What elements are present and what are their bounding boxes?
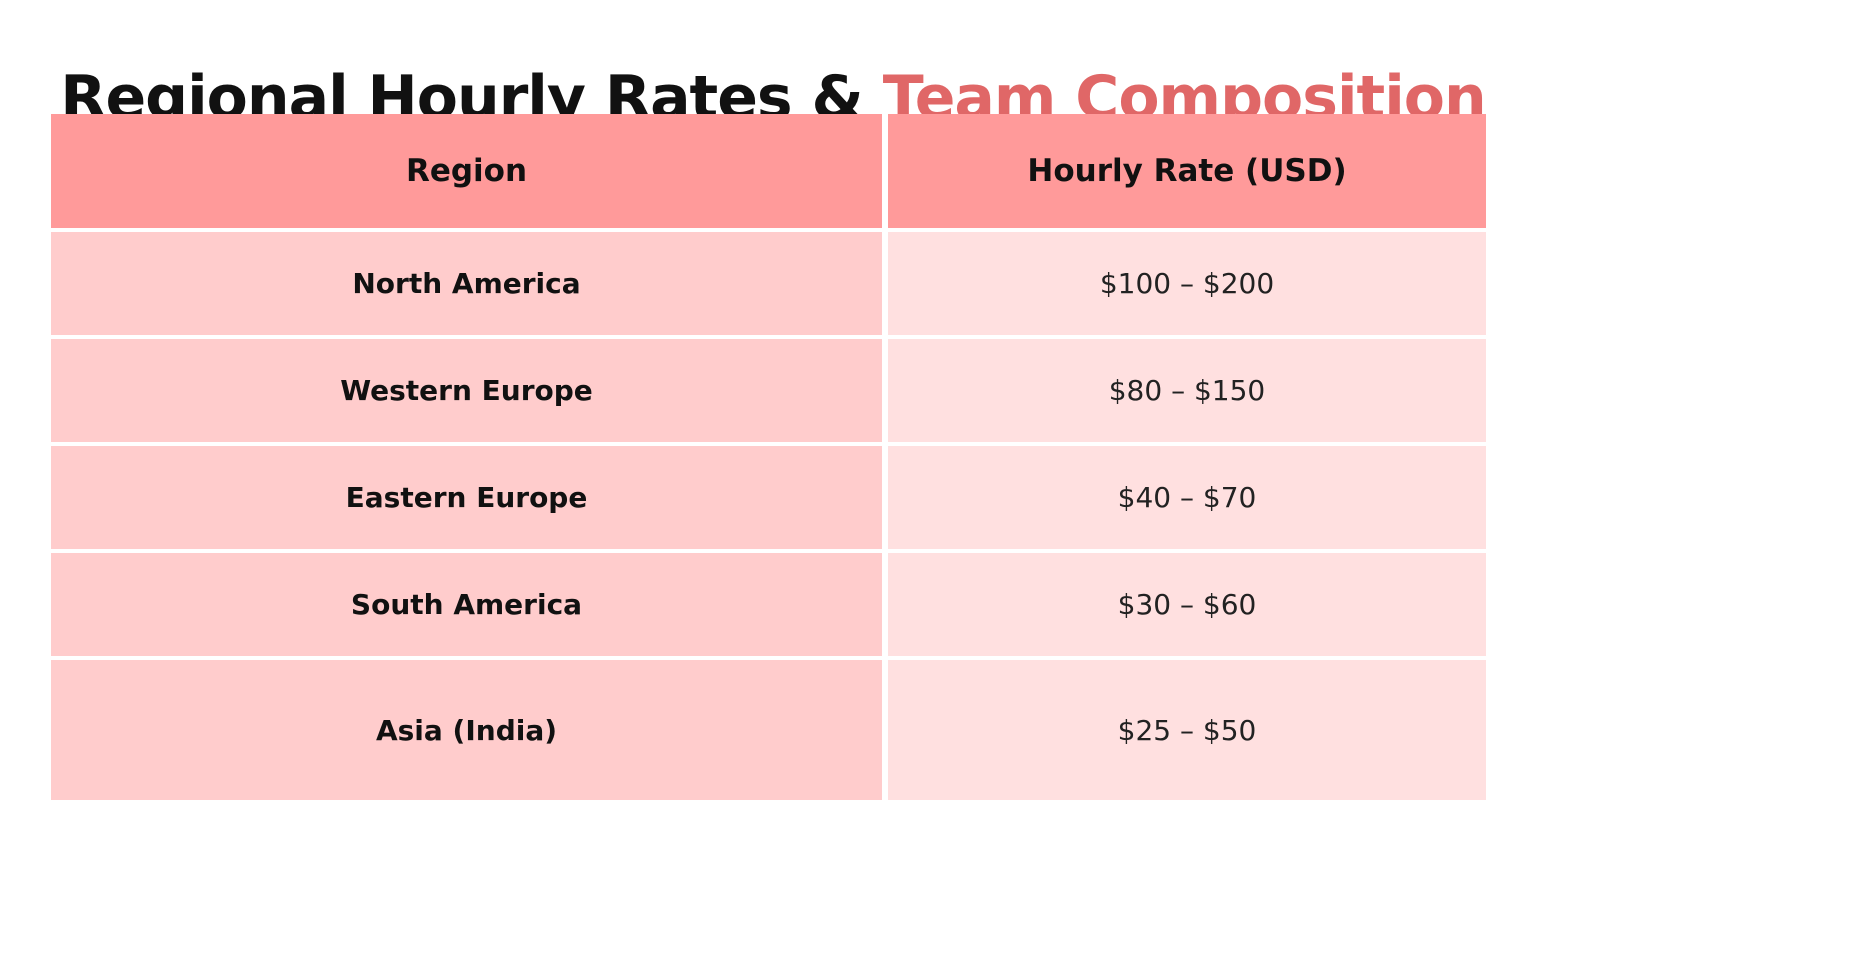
table-row-rate-cell: $80 – $150 bbox=[888, 339, 1486, 442]
table-row-region-cell: Eastern Europe bbox=[51, 446, 882, 549]
table-row-region-cell: Asia (India) bbox=[51, 660, 882, 800]
rates-table: Region Hourly Rate (USD) North America $… bbox=[51, 114, 1486, 800]
table-row-rate-cell: $100 – $200 bbox=[888, 232, 1486, 335]
table-row-region-cell: North America bbox=[51, 232, 882, 335]
table-row-region-cell: Western Europe bbox=[51, 339, 882, 442]
table-row-rate-cell: $30 – $60 bbox=[888, 553, 1486, 656]
column-header-hourly-rate: Hourly Rate (USD) bbox=[888, 114, 1486, 228]
column-header-region: Region bbox=[51, 114, 882, 228]
table-row-rate-cell: $25 – $50 bbox=[888, 660, 1486, 800]
table-row-rate-cell: $40 – $70 bbox=[888, 446, 1486, 549]
table-row-region-cell: South America bbox=[51, 553, 882, 656]
